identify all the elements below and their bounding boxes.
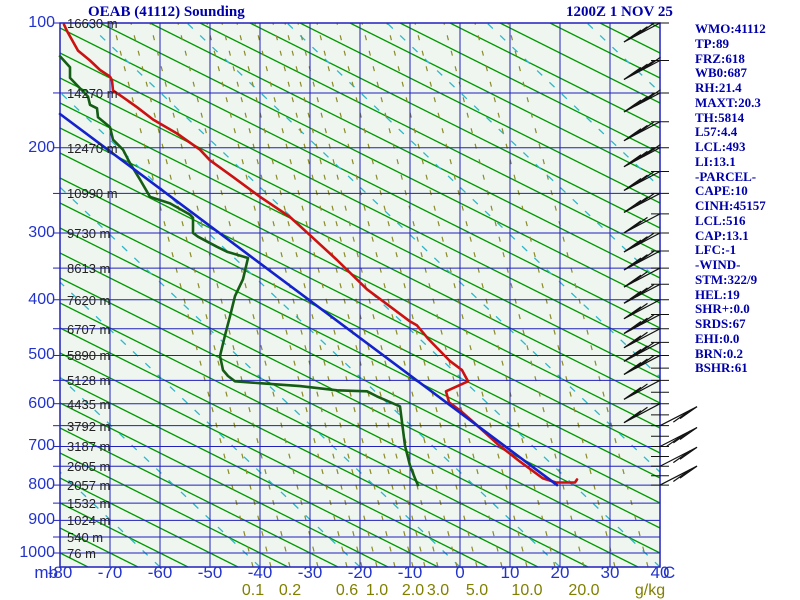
height-label: 5890 m (67, 348, 111, 364)
stats-line: SHR+:0.0 (695, 301, 750, 317)
height-label: 3187 m (67, 439, 111, 455)
pressure-tick-label: 800 (28, 476, 55, 494)
height-label: 8613 m (67, 261, 111, 277)
height-label: 76 m (67, 546, 96, 561)
sounding-curves (58, 23, 579, 487)
stats-line: TH:5814 (695, 109, 745, 125)
height-label: 12470 m (67, 140, 118, 156)
parcel-curve (58, 112, 559, 487)
stats-line: LCL:516 (695, 212, 746, 228)
stats-line: RH:21.4 (695, 80, 742, 95)
stats-line: BSHR:61 (695, 360, 748, 376)
pressure-tick-label: 400 (28, 290, 55, 308)
stats-line: HEL:19 (695, 286, 740, 302)
mixing-unit-label: g/kg (634, 582, 666, 599)
wind-barbs (623, 22, 698, 486)
stats-line: MAXT:20.3 (695, 94, 761, 110)
height-label: 16630 m (67, 16, 118, 31)
mixing-ratio-label: 3.0 (426, 582, 450, 599)
temp-tick-label: -40 (247, 563, 273, 582)
stats-panel: WMO:41112 TP:89 FRZ:618 WB0:687 RH:21.4 MAXT:… (695, 21, 799, 376)
background-lines (60, 23, 660, 567)
height-label: 9730 m (67, 225, 111, 241)
stats-line: LI:13.1 (695, 153, 736, 169)
mixing-ratio-label: 5.0 (465, 582, 489, 599)
temp-tick-label: 0 (455, 563, 465, 582)
stats-line: -WIND- (695, 257, 741, 272)
height-label: 540 m (67, 530, 104, 545)
height-label: 14270 m (67, 85, 118, 101)
height-label: 2057 m (67, 478, 111, 494)
height-label: 1024 m (67, 513, 111, 529)
height-label: 4435 m (67, 396, 111, 412)
stats-line: CAP:13.1 (695, 227, 749, 243)
stats-line: STM:322/9 (695, 271, 758, 287)
mixing-ratio-label: 0.2 (278, 582, 302, 599)
pressure-tick-label: 700 (28, 437, 55, 455)
stats-line: CINH:45157 (695, 198, 766, 213)
stats-line: LFC:-1 (695, 242, 737, 258)
mixing-ratio-label: 1.0 (365, 582, 389, 599)
stats-line: EHI:0.0 (695, 330, 740, 346)
mixing-ratio-label: 20.0 (568, 582, 600, 599)
height-label: 1532 m (67, 496, 111, 512)
pressure-tick-label: 100 (28, 14, 55, 31)
height-label: 10990 m (67, 186, 118, 202)
stats-line: CAPE:10 (695, 183, 748, 199)
stats-line: BRN:0.2 (695, 345, 744, 361)
temp-unit-label: C (663, 563, 676, 582)
stats-line: WMO:41112 (695, 21, 766, 36)
grid-lines (53, 22, 661, 567)
temp-tick-label: 10 (500, 563, 520, 582)
height-label: 6707 m (67, 321, 111, 337)
pressure-tick-label: 500 (28, 346, 55, 364)
height-label: 3792 m (67, 418, 111, 434)
stats-line: -PARCEL- (695, 168, 757, 184)
height-label: 5128 m (67, 373, 111, 389)
pressure-tick-label: 1000 (19, 544, 55, 561)
dewpoint-curve (58, 54, 420, 487)
stats-line: TP:89 (695, 35, 729, 51)
datetime-label: 1200Z 1 NOV 25 (566, 4, 673, 20)
stats-line: SRDS:67 (695, 316, 746, 331)
temp-tick-label: -70 (97, 563, 123, 582)
temp-tick-label: -20 (347, 563, 373, 582)
pressure-tick-label: 200 (28, 138, 55, 156)
page-title: OEAB (41112) Sounding (88, 4, 245, 20)
pressure-tick-label: 300 (28, 223, 55, 241)
mixing-ratio-label: 0.1 (241, 582, 265, 599)
pressure-tick-label: 900 (28, 511, 55, 529)
stats-line: LCL:493 (695, 139, 746, 154)
stats-line: WB0:687 (695, 65, 747, 81)
pressure-unit-label: mb (34, 563, 58, 582)
height-label: 7620 m (67, 292, 111, 308)
temp-tick-label: -50 (197, 563, 223, 582)
pressure-tick-label: 600 (28, 394, 55, 412)
height-label: 2605 m (67, 459, 111, 475)
mixing-ratio-label: 2.0 (401, 582, 425, 599)
temp-tick-label: -80 (47, 563, 73, 582)
temp-tick-label: -10 (397, 563, 423, 582)
temp-tick-label: 40 (650, 563, 670, 582)
mixing-ratio-label: 10.0 (511, 582, 543, 599)
temp-tick-label: -60 (147, 563, 173, 582)
temp-tick-label: -30 (297, 563, 323, 582)
mixing-ratio-label: 0.6 (335, 582, 359, 599)
temp-tick-label: 20 (550, 563, 570, 582)
temp-tick-label: 30 (600, 563, 620, 582)
stats-line: FRZ:618 (695, 50, 745, 66)
stats-line: L57:4.4 (695, 124, 738, 140)
